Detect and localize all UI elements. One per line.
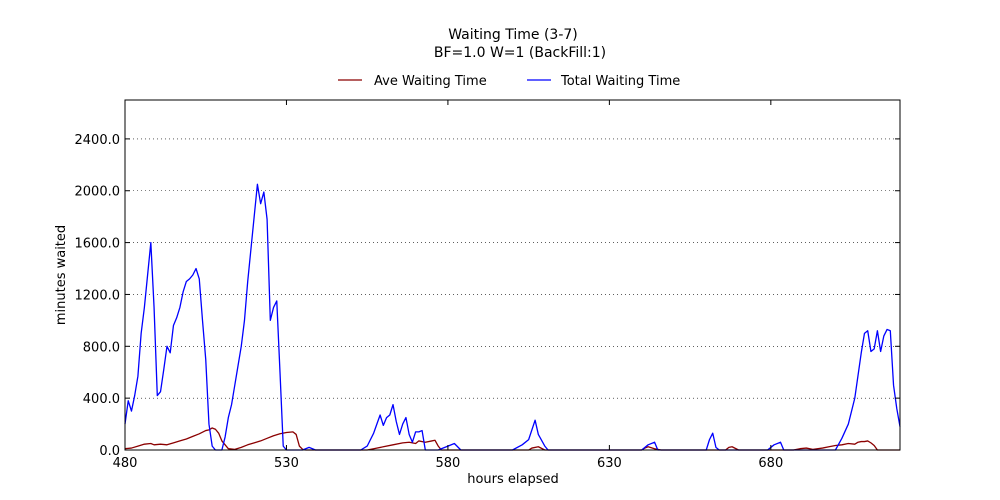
x-tick-label-2: 580: [436, 456, 461, 471]
plot-frame: [124, 99, 901, 451]
x-tick-label-1: 530: [274, 456, 299, 471]
series-line-ave: [124, 427, 900, 451]
x-tick-label-3: 630: [597, 456, 622, 471]
y-tick-label-1: 400.0: [83, 392, 120, 407]
gridlines: [125, 138, 900, 399]
legend: Ave Waiting Time Total Waiting Time: [338, 74, 680, 89]
y-axis-ticks: 0.0 400.0 800.0 1200.0 1600.0 2000.0 2400.0: [75, 133, 900, 459]
legend-label-ave: Ave Waiting Time: [374, 74, 487, 89]
series-layer: [124, 183, 901, 451]
y-tick-label-0: 0.0: [99, 444, 120, 459]
x-axis-ticks: 480 530 580 630 680: [113, 100, 783, 471]
x-axis-label: hours elapsed: [467, 472, 559, 487]
y-tick-label-4: 1600.0: [75, 237, 121, 252]
y-axis-label: minutes waited: [54, 225, 69, 325]
y-tick-label-5: 2000.0: [75, 185, 121, 200]
chart-subtitle: BF=1.0 W=1 (BackFill:1): [434, 45, 606, 61]
x-tick-label-0: 480: [113, 456, 138, 471]
chart-title: Waiting Time (3-7): [448, 27, 578, 43]
legend-label-total: Total Waiting Time: [560, 74, 680, 89]
y-tick-label-3: 1200.0: [75, 288, 121, 303]
y-tick-label-6: 2400.0: [75, 133, 121, 148]
y-tick-label-2: 800.0: [83, 340, 120, 355]
x-tick-label-4: 680: [758, 456, 783, 471]
series-line-total: [124, 183, 901, 451]
